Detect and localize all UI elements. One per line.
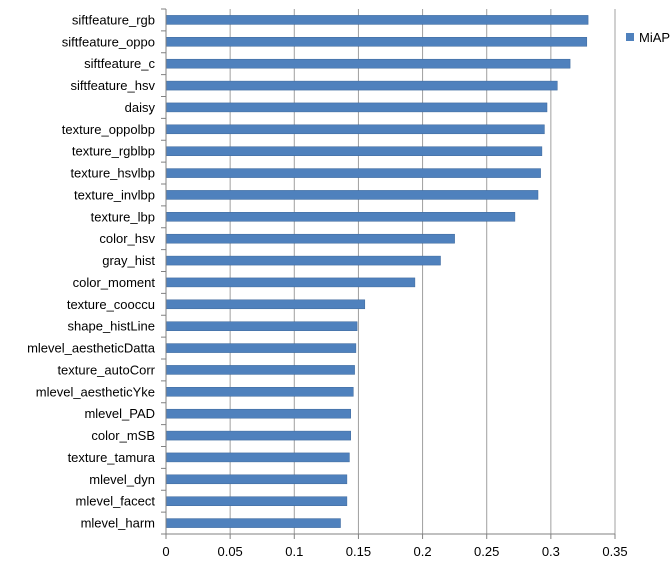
bar xyxy=(165,408,351,419)
category-label: color_hsv xyxy=(99,231,155,246)
category-label: mlevel_aestheticYke xyxy=(36,384,155,399)
category-label: daisy xyxy=(125,100,156,115)
bar xyxy=(165,452,350,463)
legend: MiAP xyxy=(626,30,670,45)
x-tick-label: 0 xyxy=(162,544,169,559)
bar xyxy=(165,146,543,156)
category-label: texture_hsvlbp xyxy=(70,166,155,181)
bar xyxy=(165,277,416,288)
category-label: mlevel_harm xyxy=(81,516,155,531)
x-tick-label: 0.1 xyxy=(285,544,303,559)
x-tick-label: 0.2 xyxy=(414,544,432,559)
bar xyxy=(165,255,441,266)
bar xyxy=(165,496,348,506)
bar xyxy=(165,15,589,25)
category-label: mlevel_aestheticDatta xyxy=(27,341,156,356)
category-label: siftfeature_c xyxy=(84,56,155,71)
bar xyxy=(165,37,588,47)
category-label: siftfeature_oppo xyxy=(62,34,155,49)
category-label: texture_tamura xyxy=(68,450,156,465)
category-label: gray_hist xyxy=(102,253,155,268)
bar xyxy=(165,168,541,178)
bar xyxy=(165,190,539,200)
category-label: mlevel_PAD xyxy=(84,406,155,421)
bar xyxy=(165,233,455,244)
category-label: siftfeature_rgb xyxy=(72,12,155,27)
x-tick-label: 0.35 xyxy=(602,544,627,559)
category-label: texture_rgblbp xyxy=(72,144,155,159)
category-label: texture_cooccu xyxy=(67,297,155,312)
category-label: texture_oppolbp xyxy=(62,122,155,137)
bar xyxy=(165,212,516,222)
x-tick-label: 0.25 xyxy=(474,544,499,559)
gridlines xyxy=(229,9,616,534)
bar xyxy=(165,102,548,113)
bar xyxy=(165,58,571,69)
bar xyxy=(165,299,366,310)
category-label: mlevel_facect xyxy=(76,494,156,509)
x-tick-label: 0.15 xyxy=(346,544,371,559)
x-tick-label: 0.3 xyxy=(542,544,560,559)
bar xyxy=(165,80,558,91)
category-label: texture_autoCorr xyxy=(57,362,155,377)
axes xyxy=(161,8,616,539)
legend-swatch xyxy=(626,33,634,41)
bar xyxy=(165,124,545,135)
x-tick-label: 0.05 xyxy=(217,544,242,559)
category-labels: siftfeature_rgb siftfeature_oppo siftfeatu… xyxy=(27,12,156,530)
bar xyxy=(165,365,355,375)
category-label: texture_invlbp xyxy=(74,187,155,202)
legend-label: MiAP xyxy=(639,30,670,45)
bar xyxy=(165,387,354,397)
x-tick-labels: 0 0.05 0.1 0.15 0.2 0.25 0.3 0.35 xyxy=(162,544,627,559)
category-label: mlevel_dyn xyxy=(89,472,155,487)
bar xyxy=(165,343,357,353)
category-label: color_moment xyxy=(73,275,156,290)
bars xyxy=(165,15,589,528)
bar xyxy=(165,518,341,528)
category-label: siftfeature_hsv xyxy=(70,78,155,93)
bar xyxy=(165,321,358,331)
category-label: shape_histLine xyxy=(68,319,155,334)
category-label: color_mSB xyxy=(91,428,155,443)
category-label: texture_lbp xyxy=(91,209,155,224)
bar xyxy=(165,430,351,441)
bar xyxy=(165,474,348,485)
